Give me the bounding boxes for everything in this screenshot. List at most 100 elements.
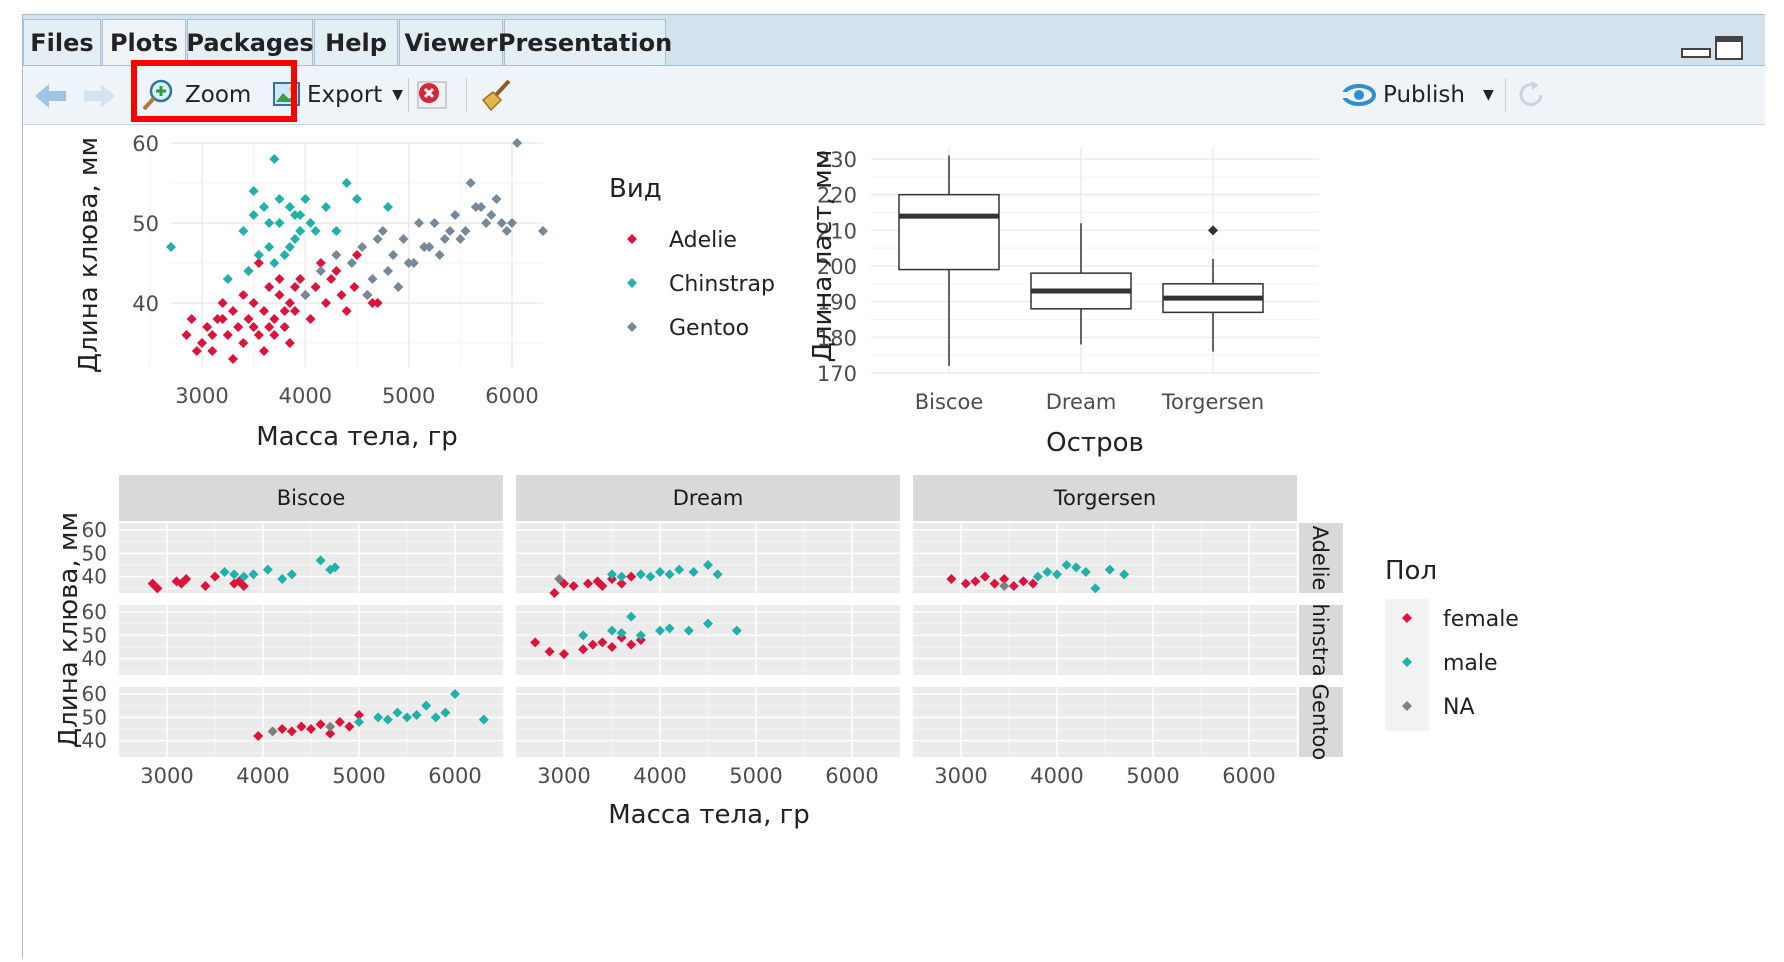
y-tick-label: 50 [82, 705, 107, 729]
data-point [229, 569, 240, 580]
data-point [568, 581, 579, 591]
y-axis-title: Длина клюва, мм [54, 512, 84, 748]
tab-plots[interactable]: Plots [102, 19, 186, 65]
legend-label: female [1443, 607, 1519, 632]
data-point [455, 234, 466, 244]
x-tick-label: Dream [1046, 390, 1117, 414]
refresh-icon[interactable] [1517, 80, 1547, 110]
data-point [277, 574, 288, 584]
data-point [279, 306, 290, 316]
forward-arrow-icon[interactable] [81, 82, 117, 110]
clear-all-broom-icon[interactable] [479, 78, 513, 112]
facet-strip-label: Biscoe [277, 486, 346, 510]
back-arrow-icon[interactable] [33, 82, 69, 110]
data-point [229, 578, 240, 589]
data-point [481, 218, 492, 228]
tab-help[interactable]: Help [314, 19, 398, 65]
data-point [392, 707, 403, 718]
data-point [186, 314, 197, 324]
x-tick-label: 6000 [485, 384, 538, 408]
x-tick-label: 3000 [140, 764, 193, 788]
y-tick-label: 230 [817, 148, 857, 172]
data-point [424, 242, 435, 252]
y-tick-label: 60 [82, 600, 107, 624]
data-point [330, 562, 340, 573]
data-point [1052, 569, 1062, 580]
x-tick-label: 6000 [428, 764, 481, 788]
data-point [1018, 576, 1029, 587]
data-point [578, 630, 589, 641]
data-point [450, 210, 461, 220]
data-point [300, 290, 311, 300]
data-point [970, 576, 981, 587]
tab-packages[interactable]: Packages [186, 19, 314, 65]
data-point [315, 258, 326, 268]
y-tick-label: 60 [82, 518, 107, 542]
data-point [341, 178, 352, 188]
facet-strip-right [1299, 687, 1343, 757]
y-tick-label: 200 [817, 255, 857, 279]
data-point [450, 689, 460, 699]
publish-label: Publish [1383, 82, 1465, 108]
data-point [402, 712, 412, 723]
tab-files[interactable]: Files [23, 19, 101, 65]
data-point [478, 714, 489, 725]
y-tick-label: 40 [82, 729, 107, 753]
tab-viewer[interactable]: Viewer [399, 19, 503, 65]
facet-strip-top [516, 475, 900, 521]
y-tick-label: 170 [817, 362, 857, 386]
data-point [544, 646, 555, 657]
data-point [372, 298, 383, 308]
data-point [286, 726, 297, 737]
data-point [373, 712, 384, 723]
data-point [259, 346, 269, 356]
data-point [688, 567, 699, 577]
tab-presentation[interactable]: Presentation [498, 19, 672, 65]
data-point [210, 571, 220, 582]
data-point [290, 210, 300, 220]
plots-toolbar: Zoom Export ▼ [23, 66, 1765, 125]
data-point [181, 574, 192, 584]
data-point [549, 588, 560, 598]
data-point [683, 625, 694, 636]
x-tick-label: 5000 [332, 764, 385, 788]
data-point [559, 649, 569, 659]
plots-pane: Files Plots Packages Help Viewer Present… [22, 14, 1765, 958]
data-point [334, 717, 345, 727]
data-point [408, 258, 419, 268]
data-point [279, 250, 290, 260]
legend-key [627, 322, 637, 332]
data-point [559, 578, 569, 589]
data-point [315, 266, 326, 276]
publish-button[interactable]: Publish ▼ [1341, 76, 1494, 114]
data-point [279, 322, 290, 332]
data-point [286, 569, 297, 580]
data-point [597, 637, 608, 648]
data-point [465, 178, 476, 188]
minimize-icon[interactable] [1681, 48, 1711, 58]
y-tick-label: 210 [817, 219, 857, 243]
remove-plot-icon[interactable] [416, 80, 448, 110]
data-point [212, 314, 223, 324]
zoom-label: Zoom [185, 82, 252, 108]
data-point [1071, 562, 1082, 573]
legend-label: male [1443, 651, 1498, 676]
data-point [354, 710, 364, 720]
zoom-magnifier-icon [142, 79, 173, 111]
data-point [262, 564, 273, 575]
facet-strip-label: hinstra [1308, 603, 1332, 676]
x-tick-label: 4000 [236, 764, 289, 788]
data-point [538, 226, 548, 236]
data-point [243, 314, 254, 324]
x-axis-title: Масса тела, гр [256, 422, 458, 452]
data-point [176, 578, 187, 589]
data-point [352, 250, 362, 260]
data-point [264, 218, 275, 228]
data-point [476, 202, 486, 212]
publish-dropdown-caret-icon: ▼ [1482, 87, 1494, 103]
data-point [445, 226, 455, 236]
zoom-button[interactable]: Zoom [141, 76, 251, 114]
legend-key [1402, 701, 1412, 711]
